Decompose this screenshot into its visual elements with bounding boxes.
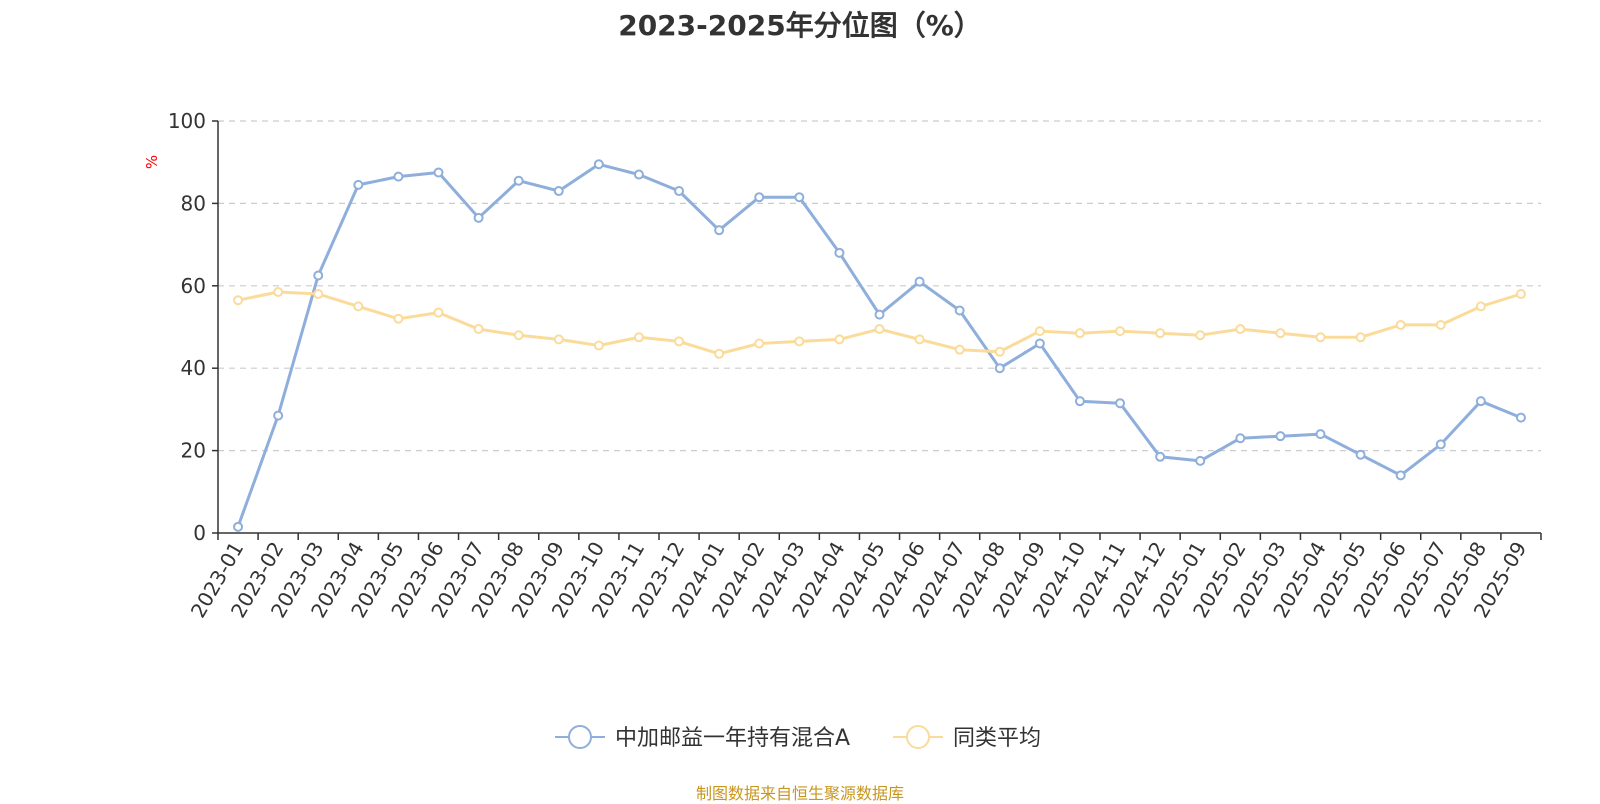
data-point (1235, 324, 1246, 335)
data-point (1195, 455, 1206, 466)
data-point (313, 270, 324, 281)
data-point (1435, 439, 1446, 450)
series-line (236, 162, 1522, 528)
data-point (674, 186, 685, 197)
data-point (273, 410, 284, 421)
data-point (794, 336, 805, 347)
legend-marker (906, 725, 930, 749)
data-point (674, 336, 685, 347)
grid-lines (218, 120, 1541, 452)
data-point (1515, 412, 1526, 423)
data-point (1115, 326, 1126, 337)
data-point (1395, 470, 1406, 481)
data-point (473, 212, 484, 223)
data-point (1074, 396, 1085, 407)
data-point (1515, 289, 1526, 300)
data-point (874, 324, 885, 335)
data-point (1074, 328, 1085, 339)
series (233, 159, 1526, 532)
data-point (593, 340, 604, 351)
data-point (1355, 449, 1366, 460)
axes (217, 121, 1541, 534)
y-tick-label: 40 (181, 356, 206, 380)
data-point (754, 192, 765, 203)
data-point (1395, 319, 1406, 330)
y-tick-label: 0 (193, 521, 206, 545)
data-point (233, 521, 244, 532)
data-point (353, 179, 364, 190)
chart-source: 制图数据来自恒生聚源数据库 (695, 784, 904, 803)
data-point (273, 286, 284, 297)
data-point (513, 175, 524, 186)
data-point (1115, 398, 1126, 409)
data-point (954, 305, 965, 316)
chart-title: 2023-2025年分位图（%） (618, 9, 982, 42)
data-point (1315, 332, 1326, 343)
data-point (1355, 332, 1366, 343)
data-point (754, 338, 765, 349)
y-ticks: 0 20 40 60 80 100 (168, 109, 218, 545)
y-tick-label: 60 (181, 274, 206, 298)
data-point (433, 307, 444, 318)
data-point (994, 363, 1005, 374)
data-point (313, 289, 324, 300)
data-point (1475, 301, 1486, 312)
data-point (834, 247, 845, 258)
data-point (633, 332, 644, 343)
data-point (714, 348, 725, 359)
data-point (834, 334, 845, 345)
line-chart: % 0 20 40 60 80 100 2023-012023-022023-032023… (143, 109, 1542, 751)
data-point (633, 169, 644, 180)
data-point (1275, 328, 1286, 339)
data-point (914, 334, 925, 345)
legend-marker (568, 725, 592, 749)
data-point (1155, 328, 1166, 339)
data-point (874, 309, 885, 320)
data-point (1315, 429, 1326, 440)
data-point (593, 159, 604, 170)
y-axis-title: % (143, 155, 161, 169)
data-point (1034, 326, 1045, 337)
data-point (353, 301, 364, 312)
data-point (433, 167, 444, 178)
data-point (233, 295, 244, 306)
data-point (393, 313, 404, 324)
data-point (914, 276, 925, 287)
legend[interactable]: 中加邮益一年持有混合A 同类平均 (555, 725, 1041, 751)
data-point (1034, 338, 1045, 349)
data-point (473, 324, 484, 335)
data-point (1235, 433, 1246, 444)
data-point (1475, 396, 1486, 407)
data-point (954, 344, 965, 355)
x-ticks: 2023-012023-022023-032023-042023-052023-… (186, 533, 1542, 622)
data-point (553, 334, 564, 345)
legend-item-1[interactable]: 同类平均 (893, 725, 1041, 751)
data-point (393, 171, 404, 182)
series-line (237, 290, 1522, 356)
legend-label: 中加邮益一年持有混合A (615, 726, 850, 751)
data-point (994, 346, 1005, 357)
y-tick-label: 100 (168, 109, 206, 133)
data-point (1435, 319, 1446, 330)
y-tick-label: 80 (181, 191, 206, 215)
legend-label: 同类平均 (953, 726, 1041, 751)
data-point (714, 225, 725, 236)
series-1 (233, 286, 1526, 359)
data-point (1195, 330, 1206, 341)
data-point (553, 186, 564, 197)
series-0 (233, 159, 1526, 532)
legend-item-0[interactable]: 中加邮益一年持有混合A (555, 725, 850, 751)
data-point (794, 192, 805, 203)
y-tick-label: 20 (181, 439, 206, 463)
data-point (1155, 451, 1166, 462)
data-point (1275, 431, 1286, 442)
data-point (513, 330, 524, 341)
